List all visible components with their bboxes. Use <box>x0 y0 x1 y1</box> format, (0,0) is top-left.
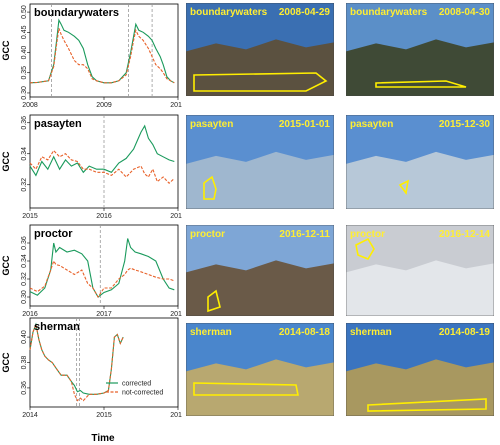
photo-site-label: pasayten <box>190 119 233 130</box>
camera-photo-pasayten-2015-12-30: pasayten 2015-12-30 <box>346 115 494 209</box>
y-tick-label: 0.34 <box>21 254 28 268</box>
photo-date-label: 2008-04-30 <box>439 7 491 18</box>
camera-photo-pasayten-2015-01-01: pasayten 2015-01-01 <box>186 115 334 209</box>
roi-polygon <box>207 289 221 313</box>
photo-ground <box>186 359 334 416</box>
y-tick-label: 0.32 <box>21 272 28 286</box>
camera-photo-boundarywaters-2008-04-29: boundarywaters 2008-04-29 <box>186 3 334 96</box>
camera-photo-sherman-2014-08-18: sherman 2014-08-18 <box>186 323 334 416</box>
photo-site-label: pasayten <box>350 119 393 130</box>
camera-photo-proctor-2016-12-11: proctor 2016-12-11 <box>186 225 334 316</box>
y-tick-label: 0.32 <box>21 178 28 192</box>
x-tick-label: 2017 <box>96 311 112 318</box>
chart-panel-boundarywaters: 0.30 0.35 0.40 0.45 0.50 2008 2009 2010 boundary… <box>1 3 182 109</box>
series-line-corrected <box>29 238 175 298</box>
chart-title: boundarywaters <box>34 7 119 19</box>
photo-ground <box>346 151 494 209</box>
chart-panel-pasayten: 0.32 0.34 0.36 2015 2016 2017 pasayten GCC <box>1 114 182 220</box>
series-line-not-corrected <box>29 259 175 299</box>
photo-site-label: proctor <box>190 229 225 240</box>
photo-ground <box>346 39 494 96</box>
chart-title: proctor <box>34 228 73 240</box>
y-tick-label: 0.40 <box>21 330 28 344</box>
roi-polygon <box>367 398 487 412</box>
x-tick-label: 2008 <box>22 102 38 109</box>
y-tick-label: 0.36 <box>21 116 28 130</box>
x-tick-label: 2016 <box>170 412 182 419</box>
y-tick-label: 0.35 <box>21 66 28 80</box>
y-tick-label: 0.45 <box>21 25 28 39</box>
photo-ground <box>186 151 334 209</box>
x-axis-label: Time <box>91 433 115 444</box>
series-line-not-corrected <box>29 322 124 402</box>
x-tick-label: 2018 <box>170 311 182 318</box>
chart-panel-proctor: 0.30 0.32 0.34 0.36 2016 2017 2018 proctor GCC <box>1 224 182 318</box>
photo-date-label: 2014-08-18 <box>279 327 331 338</box>
chart-title: pasayten <box>34 118 82 130</box>
y-tick-label: 0.36 <box>21 236 28 250</box>
roi-polygon <box>398 179 410 195</box>
x-tick-label: 2015 <box>22 213 38 220</box>
x-tick-label: 2017 <box>170 213 182 220</box>
photo-ground <box>186 260 334 316</box>
x-tick-label: 2016 <box>96 213 112 220</box>
photo-site-label: proctor <box>350 229 385 240</box>
roi-polygon <box>203 175 217 200</box>
roi-polygon <box>193 382 299 396</box>
roi-polygon <box>355 237 375 260</box>
y-tick-label: 0.30 <box>21 290 28 304</box>
photo-date-label: 2015-12-30 <box>439 119 491 130</box>
y-tick-label: 0.38 <box>21 356 28 370</box>
photo-site-label: boundarywaters <box>190 7 268 18</box>
y-axis-label: GCC <box>1 40 11 61</box>
series-line-not-corrected <box>29 149 175 184</box>
x-tick-label: 2010 <box>170 102 182 109</box>
photo-date-label: 2008-04-29 <box>279 7 331 18</box>
x-tick-label: 2009 <box>96 102 112 109</box>
y-tick-label: 0.50 <box>21 5 28 19</box>
roi-polygon <box>193 72 328 92</box>
series-line-corrected <box>29 124 175 177</box>
camera-photo-boundarywaters-2008-04-30: boundarywaters 2008-04-30 <box>346 3 494 96</box>
y-axis-label: GCC <box>1 151 11 172</box>
chart-panel-sherman: 0.36 0.38 0.40 2014 2015 2016 sherman GCC correc… <box>1 317 182 419</box>
photo-date-label: 2016-12-11 <box>279 229 330 240</box>
photo-date-label: 2014-08-19 <box>439 327 491 338</box>
camera-photo-proctor-2016-12-14: proctor 2016-12-14 <box>346 225 494 316</box>
legend-label-not-corrected: not-corrected <box>122 390 163 397</box>
x-tick-label: 2014 <box>22 412 38 419</box>
camera-photo-sherman-2014-08-19: sherman 2014-08-19 <box>346 323 494 416</box>
photo-site-label: boundarywaters <box>350 7 428 18</box>
y-tick-label: 0.40 <box>21 46 28 60</box>
photo-date-label: 2016-12-14 <box>439 229 491 240</box>
photo-site-label: sherman <box>350 327 392 338</box>
photo-ground <box>346 260 494 316</box>
x-tick-label: 2016 <box>22 311 38 318</box>
photo-ground <box>186 39 334 96</box>
roi-polygon <box>375 80 467 88</box>
legend-label-corrected: corrected <box>122 381 151 388</box>
y-axis-label: GCC <box>1 255 11 276</box>
x-tick-label: 2015 <box>96 412 112 419</box>
photo-site-label: sherman <box>190 327 232 338</box>
photo-grid: boundarywaters 2008-04-29 boundarywaters 20… <box>186 0 500 445</box>
charts-column: 0.30 0.35 0.40 0.45 0.50 2008 2009 2010 boundary… <box>1 3 182 444</box>
photo-ground <box>346 359 494 416</box>
series-line-not-corrected <box>29 28 175 84</box>
chart-title: sherman <box>34 321 80 333</box>
y-axis-label: GCC <box>1 352 11 373</box>
y-tick-label: 0.34 <box>21 147 28 161</box>
legend: corrected not-corrected <box>106 381 163 397</box>
photo-date-label: 2015-01-01 <box>279 119 331 130</box>
y-tick-label: 0.36 <box>21 381 28 395</box>
series-line-corrected <box>29 18 175 84</box>
y-tick-label: 0.30 <box>21 86 28 100</box>
